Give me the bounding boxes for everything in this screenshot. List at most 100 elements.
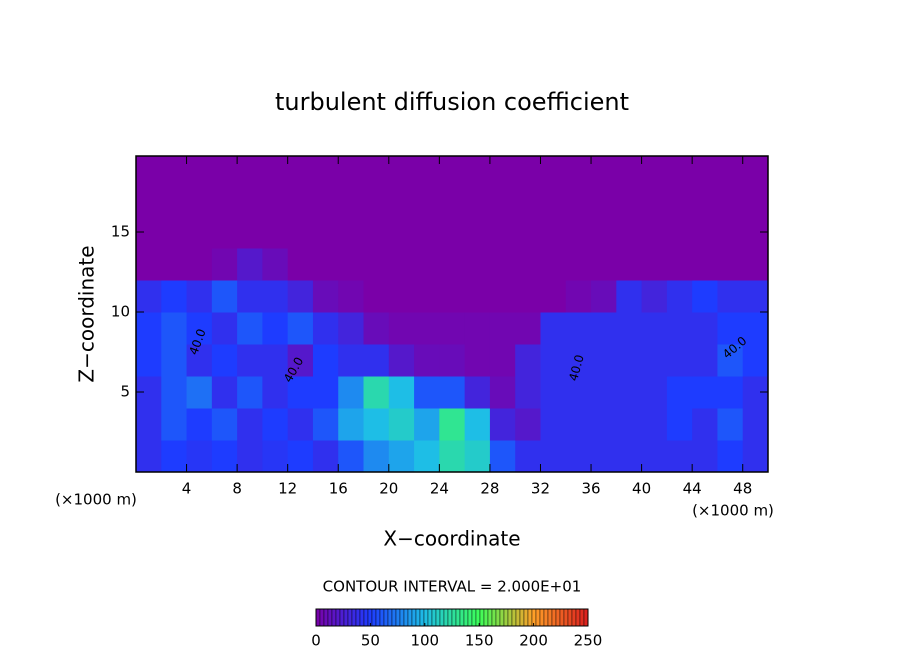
cell bbox=[439, 312, 466, 345]
cell bbox=[363, 408, 390, 441]
cell bbox=[439, 216, 466, 249]
x-tick-label: 44 bbox=[683, 480, 702, 498]
cell bbox=[363, 344, 390, 377]
cell bbox=[262, 408, 289, 441]
cell bbox=[666, 376, 693, 409]
cell bbox=[717, 312, 744, 345]
cell bbox=[338, 376, 365, 409]
cell bbox=[717, 184, 744, 217]
cell bbox=[565, 156, 592, 185]
cell bbox=[414, 376, 440, 409]
x-tick-label: 28 bbox=[480, 480, 499, 498]
cell bbox=[515, 440, 541, 472]
cell bbox=[515, 156, 541, 185]
cell bbox=[717, 440, 744, 472]
cell bbox=[287, 344, 314, 377]
cell bbox=[616, 280, 643, 313]
cell bbox=[414, 184, 440, 217]
cell bbox=[161, 216, 188, 249]
cell bbox=[591, 184, 617, 217]
cell bbox=[338, 248, 365, 281]
colorbar-swatch bbox=[519, 608, 525, 627]
cell bbox=[136, 440, 162, 472]
cell bbox=[211, 280, 238, 313]
cell bbox=[388, 344, 415, 377]
cell bbox=[489, 312, 516, 345]
cell bbox=[540, 216, 567, 249]
cell bbox=[186, 408, 213, 441]
colorbar-swatch bbox=[419, 608, 425, 627]
cell bbox=[136, 344, 162, 377]
cell bbox=[312, 248, 339, 281]
cell bbox=[161, 280, 188, 313]
cell bbox=[388, 408, 415, 441]
cell bbox=[641, 440, 668, 472]
cell bbox=[742, 312, 768, 345]
colorbar-swatch bbox=[359, 608, 365, 627]
cell bbox=[186, 344, 213, 377]
cell bbox=[414, 440, 440, 472]
cell bbox=[591, 440, 617, 472]
cell bbox=[692, 156, 718, 185]
cell bbox=[262, 248, 289, 281]
cell bbox=[641, 344, 668, 377]
cell bbox=[439, 184, 466, 217]
colorbar-swatch bbox=[403, 608, 409, 627]
cell bbox=[287, 312, 314, 345]
colorbar-swatch bbox=[583, 608, 589, 627]
cell bbox=[641, 376, 668, 409]
cell bbox=[540, 156, 567, 185]
cell bbox=[565, 440, 592, 472]
cell bbox=[464, 248, 491, 281]
cell bbox=[262, 344, 289, 377]
cell bbox=[312, 312, 339, 345]
cell bbox=[338, 344, 365, 377]
cell bbox=[540, 376, 567, 409]
cell bbox=[464, 376, 491, 409]
colorbar-swatch bbox=[347, 608, 353, 627]
cell bbox=[591, 376, 617, 409]
cell bbox=[186, 312, 213, 345]
cell bbox=[616, 344, 643, 377]
colorbar-swatch bbox=[499, 608, 505, 627]
colorbar-swatch bbox=[331, 608, 337, 627]
cell bbox=[312, 216, 339, 249]
cell bbox=[717, 248, 744, 281]
cell bbox=[565, 312, 592, 345]
cell bbox=[742, 344, 768, 377]
cell bbox=[237, 440, 263, 472]
cell bbox=[591, 344, 617, 377]
cell bbox=[616, 184, 643, 217]
colorbar-swatch bbox=[379, 608, 385, 627]
cell bbox=[565, 376, 592, 409]
cell bbox=[186, 440, 213, 472]
cell bbox=[211, 344, 238, 377]
colorbar-swatch bbox=[439, 608, 445, 627]
colorbar-swatch bbox=[547, 608, 553, 627]
cell bbox=[439, 440, 466, 472]
contour-interval: CONTOUR INTERVAL = 2.000E+01 bbox=[323, 578, 582, 596]
cell bbox=[312, 408, 339, 441]
cell bbox=[287, 216, 314, 249]
cell bbox=[692, 216, 718, 249]
cell bbox=[489, 408, 516, 441]
cell bbox=[363, 280, 390, 313]
cell bbox=[616, 408, 643, 441]
colorbar-swatch bbox=[391, 608, 397, 627]
cell bbox=[515, 280, 541, 313]
cell bbox=[312, 156, 339, 185]
colorbar-swatch bbox=[371, 608, 377, 627]
x-tick-label: 16 bbox=[329, 480, 348, 498]
x-tick-label: 24 bbox=[430, 480, 449, 498]
cell bbox=[338, 312, 365, 345]
y-axis-label: Z−coordinate bbox=[75, 245, 99, 382]
cell bbox=[692, 312, 718, 345]
cell bbox=[565, 184, 592, 217]
colorbar-swatch bbox=[579, 608, 585, 627]
cell bbox=[540, 312, 567, 345]
cell bbox=[363, 248, 390, 281]
cell bbox=[616, 312, 643, 345]
cell bbox=[338, 440, 365, 472]
cell bbox=[439, 156, 466, 185]
